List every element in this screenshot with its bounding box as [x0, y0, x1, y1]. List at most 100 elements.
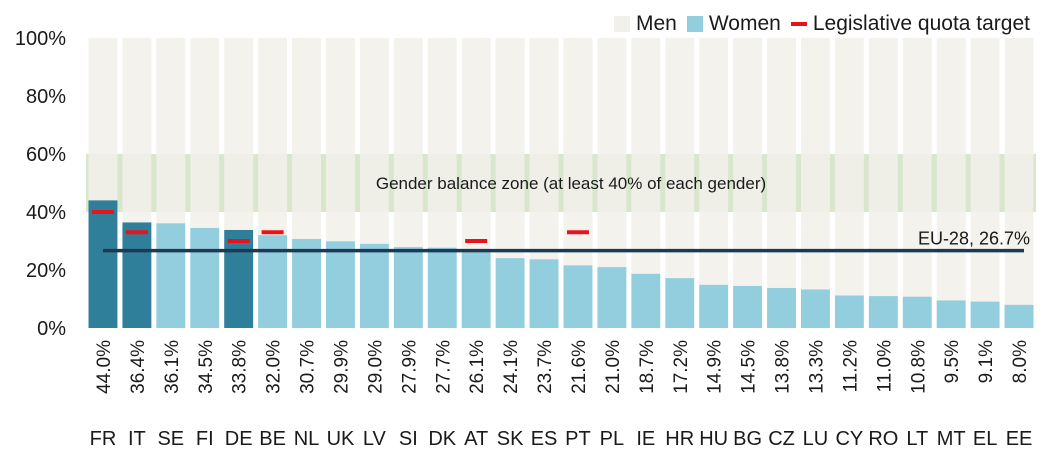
bar-men-dk: [427, 38, 457, 248]
category-label-nl: NL: [294, 428, 320, 450]
legend-item-women: Women: [686, 12, 781, 36]
bar-men-nl: [292, 38, 321, 239]
bar-men-bg: [733, 38, 763, 286]
legend-swatch-quota: [790, 22, 807, 26]
y-tick-label-40: 40%: [26, 202, 66, 224]
bar-women-es: [529, 259, 559, 328]
bar-women-mt: [936, 300, 966, 328]
bar-women-it: [122, 222, 152, 328]
bar-women-nl: [292, 238, 321, 328]
y-tick-label-20: 20%: [26, 260, 66, 282]
legend-item-men: Men: [614, 12, 677, 36]
y-axis: 0% 20% 40% 60% 80% 100%: [15, 28, 66, 340]
legend-item-quota: Legislative quota target: [790, 12, 1030, 36]
reference-line-group: EU-28, 26.7%: [103, 229, 1030, 253]
bar-women-at: [461, 252, 491, 328]
bar-women-fr: [88, 200, 118, 328]
y-tick-label-80: 80%: [26, 86, 66, 108]
category-label-cy: CY: [835, 428, 863, 450]
category-label-cz: CZ: [768, 428, 795, 450]
bar-women-pl: [597, 267, 627, 328]
bar-women-ie: [631, 273, 661, 328]
category-label-pt: PT: [565, 428, 591, 450]
category-label-be: BE: [259, 428, 286, 450]
bar-women-lv: [359, 243, 389, 328]
category-label-uk: UK: [327, 428, 355, 450]
value-label-si: 27.9%: [399, 340, 420, 394]
bar-men-lu: [801, 38, 830, 290]
category-label-mt: MT: [937, 428, 966, 450]
value-label-cy: 11.2%: [840, 340, 861, 393]
y-tick-label-100: 100%: [15, 28, 66, 50]
bar-men-lv: [359, 38, 389, 244]
value-label-lu: 13.3%: [806, 340, 827, 394]
value-label-mt: 9.5%: [942, 340, 963, 383]
bar-women-sk: [495, 258, 525, 328]
bar-men-ro: [868, 38, 898, 297]
value-label-bg: 14.5%: [739, 340, 760, 394]
bar-men-hr: [665, 38, 695, 279]
value-label-be: 32.0%: [264, 340, 285, 394]
category-label-si: SI: [399, 428, 418, 450]
category-label-se: SE: [157, 428, 184, 450]
bar-women-ee: [1004, 304, 1034, 328]
category-label-ro: RO: [868, 428, 898, 450]
category-label-hu: HU: [699, 428, 728, 450]
bars: [88, 38, 1034, 328]
category-label-hr: HR: [665, 428, 694, 450]
bar-women-si: [393, 247, 423, 328]
category-label-el: EL: [973, 428, 997, 450]
bar-men-hu: [699, 38, 729, 285]
category-label-it: IT: [128, 428, 146, 450]
value-label-lt: 10.8%: [908, 340, 929, 394]
bar-men-cy: [834, 38, 864, 296]
bar-women-se: [156, 223, 186, 328]
bar-men-uk: [326, 38, 355, 242]
value-label-se: 36.1%: [162, 340, 183, 394]
value-label-el: 9.1%: [976, 340, 997, 383]
bar-men-se: [156, 38, 186, 224]
bar-women-pt: [563, 265, 593, 328]
category-label-dk: DK: [428, 428, 456, 450]
value-label-at: 26.1%: [467, 340, 488, 394]
value-label-cz: 13.8%: [773, 340, 794, 394]
category-label-ee: EE: [1006, 428, 1033, 450]
bar-women-hr: [665, 278, 695, 328]
bar-women-hu: [699, 284, 729, 328]
value-label-lv: 29.0%: [365, 340, 386, 394]
bar-women-dk: [427, 247, 457, 328]
eu28-reference-label: EU-28, 26.7%: [918, 229, 1030, 249]
bar-men-at: [461, 38, 491, 253]
category-label-de: DE: [225, 428, 253, 450]
category-label-at: AT: [464, 428, 488, 450]
value-label-pl: 21.0%: [603, 340, 624, 394]
legend-label-quota: Legislative quota target: [812, 12, 1030, 35]
category-label-pl: PL: [600, 428, 624, 450]
value-label-ie: 18.7%: [637, 340, 658, 394]
value-label-ro: 11.0%: [874, 340, 895, 393]
legend-label-men: Men: [636, 12, 677, 35]
bar-men-mt: [936, 38, 966, 301]
value-label-it: 36.4%: [128, 340, 149, 394]
bar-men-es: [529, 38, 559, 260]
bar-women-el: [970, 301, 1000, 328]
bar-women-de: [224, 229, 254, 328]
bar-men-pl: [597, 38, 627, 268]
category-label-sk: SK: [497, 428, 524, 450]
zone-label-group: Gender balance zone (at least 40% of eac…: [376, 174, 766, 193]
legend-swatch-men: [614, 16, 630, 32]
bar-men-sk: [495, 38, 525, 259]
category-label-bg: BG: [733, 428, 762, 450]
bar-women-lu: [801, 289, 830, 328]
value-label-es: 23.7%: [535, 340, 556, 394]
bar-women-lt: [902, 296, 932, 328]
value-label-de: 33.8%: [230, 340, 251, 394]
bar-men-de: [224, 38, 254, 230]
value-label-uk: 29.9%: [331, 340, 352, 394]
value-label-hu: 14.9%: [705, 340, 726, 394]
value-label-hr: 17.2%: [671, 340, 692, 394]
category-label-lt: LT: [906, 428, 928, 450]
bar-men-pt: [563, 38, 593, 266]
bar-women-ro: [868, 296, 898, 328]
